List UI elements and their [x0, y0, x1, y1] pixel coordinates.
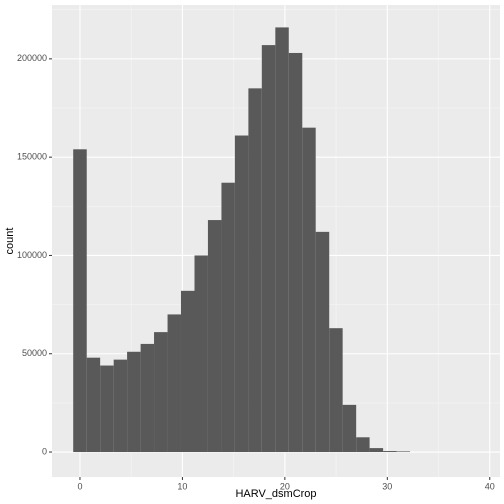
bar: [288, 52, 303, 453]
bar: [234, 135, 249, 453]
bar: [275, 27, 289, 453]
y-tick-label: 150000: [17, 152, 47, 162]
bar: [261, 45, 276, 453]
bar: [180, 290, 195, 453]
bar: [315, 231, 330, 453]
bar: [302, 127, 316, 453]
y-tick-label: 200000: [17, 53, 47, 63]
bar: [342, 404, 357, 453]
x-tick-label: 30: [382, 481, 392, 491]
x-tick-label: 0: [77, 481, 82, 491]
bar: [167, 314, 181, 453]
x-axis-title: HARV_dsmCrop: [235, 488, 316, 500]
y-tick-label: 50000: [22, 348, 47, 358]
bar: [194, 255, 208, 453]
bar: [383, 451, 397, 453]
bar: [127, 351, 141, 453]
bar: [329, 328, 343, 453]
x-tick-label: 10: [177, 481, 187, 491]
bar: [73, 149, 87, 453]
bar: [86, 357, 101, 453]
y-axis-title: count: [4, 228, 16, 255]
bar: [248, 88, 262, 453]
y-tick-label: 0: [42, 446, 47, 456]
x-tick-label: 20: [280, 481, 290, 491]
bar: [154, 332, 168, 453]
bar: [221, 182, 235, 453]
bar: [396, 451, 411, 453]
bar: [207, 220, 222, 453]
bar: [140, 343, 155, 453]
bar: [113, 359, 128, 453]
bar: [356, 437, 370, 453]
bar: [369, 448, 384, 453]
y-tick-label: 100000: [17, 250, 47, 260]
bar: [100, 365, 114, 453]
x-tick-label: 40: [485, 481, 495, 491]
